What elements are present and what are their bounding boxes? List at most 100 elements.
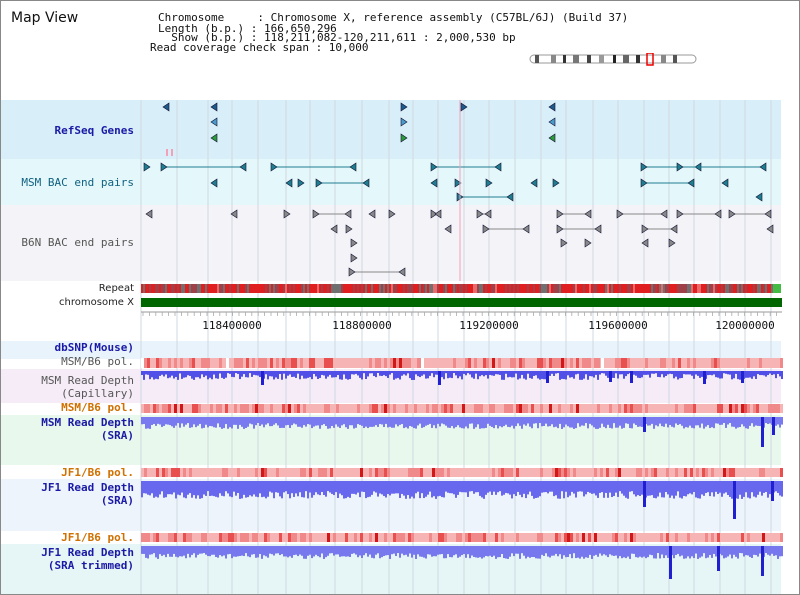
depth-bar (217, 417, 219, 424)
pol-cell (198, 404, 201, 413)
repeat-segment (737, 284, 739, 293)
repeat-segment (325, 284, 327, 293)
pol-cell (429, 358, 432, 368)
pol-cell (357, 533, 360, 542)
pol-cell (480, 533, 483, 542)
depth-bar (717, 371, 719, 378)
track-label-msm-b6-pol-sra[interactable]: MSM/B6 pol. (61, 401, 134, 414)
depth-spike (772, 417, 775, 435)
repeat-segment (433, 284, 435, 293)
pol-cell (198, 468, 201, 477)
depth-bar (201, 371, 203, 375)
pol-cell (771, 358, 774, 368)
chromosome-ideogram[interactable] (529, 53, 699, 66)
depth-bar (315, 371, 317, 377)
pol-cell (651, 404, 654, 413)
depth-bar (463, 417, 465, 429)
pol-cell (204, 468, 207, 477)
depth-bar (743, 481, 745, 497)
depth-bar (289, 481, 291, 499)
repeat-segment (269, 284, 271, 293)
pol-cell (417, 358, 420, 368)
depth-bar (747, 417, 749, 429)
depth-bar (713, 417, 715, 429)
pol-cell (720, 404, 723, 413)
depth-bar (599, 546, 601, 554)
depth-bar (479, 546, 481, 558)
pol-cell (579, 358, 582, 368)
bac-pair-end (315, 178, 323, 188)
depth-bar (607, 371, 609, 378)
pol-cell (504, 358, 507, 368)
gene-marker (400, 117, 408, 127)
depth-bar (469, 546, 471, 559)
depth-bar (143, 371, 145, 380)
depth-bar (273, 546, 275, 556)
repeat-segment (309, 284, 311, 293)
depth-bar (435, 546, 437, 557)
pol-cell (273, 404, 276, 413)
depth-bar (215, 481, 217, 497)
depth-bar (405, 546, 407, 555)
track-label-dbsnp[interactable]: dbSNP(Mouse) (54, 341, 134, 354)
bac-end (530, 178, 538, 188)
track-label-jf1-depth-trimmed[interactable]: JF1 Read Depth (41, 546, 134, 559)
depth-bar (329, 546, 331, 554)
pol-cell (282, 404, 285, 413)
track-label-jf1-b6-pol-sra[interactable]: JF1/B6 pol. (61, 466, 134, 479)
depth-bar (505, 417, 507, 425)
depth-bar (733, 546, 735, 555)
pol-cell (753, 358, 756, 368)
depth-bar (355, 371, 357, 374)
repeat-segment (359, 284, 361, 293)
pol-cell (573, 404, 576, 413)
depth-bar (187, 481, 189, 495)
pol-cell (327, 404, 330, 413)
depth-bar (335, 417, 337, 425)
depth-bar (765, 417, 767, 424)
pol-cell (729, 533, 732, 542)
depth-bar (205, 371, 207, 376)
depth-bar (175, 546, 177, 557)
repeat-segment (453, 284, 455, 293)
axis-labels: 118400000 118800000 119200000 119600000 … (1, 319, 799, 333)
track-label-refseq[interactable]: RefSeq Genes (54, 124, 134, 137)
repeat-segment (713, 284, 715, 293)
pol-cell (192, 404, 195, 413)
depth-bar (423, 546, 425, 558)
repeat-segment (575, 284, 577, 293)
track-label-jf1-b6-pol-trimmed[interactable]: JF1/B6 pol. (61, 531, 134, 544)
track-label-msm-b6-pol-capillary[interactable]: MSM/B6 pol. (61, 355, 134, 368)
track-label-jf1-depth-sra[interactable]: JF1 Read Depth (41, 481, 134, 494)
track-label-b6n-bac[interactable]: B6N BAC end pairs (21, 236, 134, 249)
pol-cell (576, 404, 579, 413)
pol-cell (345, 358, 348, 368)
depth-bar (425, 417, 427, 426)
depth-bar (199, 417, 201, 424)
depth-bar (519, 417, 521, 426)
depth-bar (537, 371, 539, 379)
repeat-segment (341, 284, 343, 293)
depth-bar (579, 417, 581, 427)
pol-cell (291, 468, 294, 477)
track-label-msm-depth-sra[interactable]: MSM Read Depth (41, 416, 134, 429)
pol-cell (414, 404, 417, 413)
repeat-segment (201, 284, 203, 293)
pol-cell (303, 468, 306, 477)
pol-cell (186, 404, 189, 413)
track-label-msm-depth-capillary[interactable]: MSM Read Depth (41, 374, 134, 387)
track-label-msm-bac[interactable]: MSM BAC end pairs (21, 176, 134, 189)
pol-cell (672, 404, 675, 413)
repeat-segment (411, 284, 413, 293)
depth-bar (629, 481, 631, 492)
repeat-segment (351, 284, 353, 293)
depth-bar (271, 371, 273, 377)
depth-bar (613, 481, 615, 497)
pol-cell (168, 533, 171, 542)
pol-cell (213, 404, 216, 413)
depth-bar (709, 371, 711, 375)
depth-bar (557, 417, 559, 429)
depth-bar (197, 417, 199, 426)
depth-bar (351, 417, 353, 426)
